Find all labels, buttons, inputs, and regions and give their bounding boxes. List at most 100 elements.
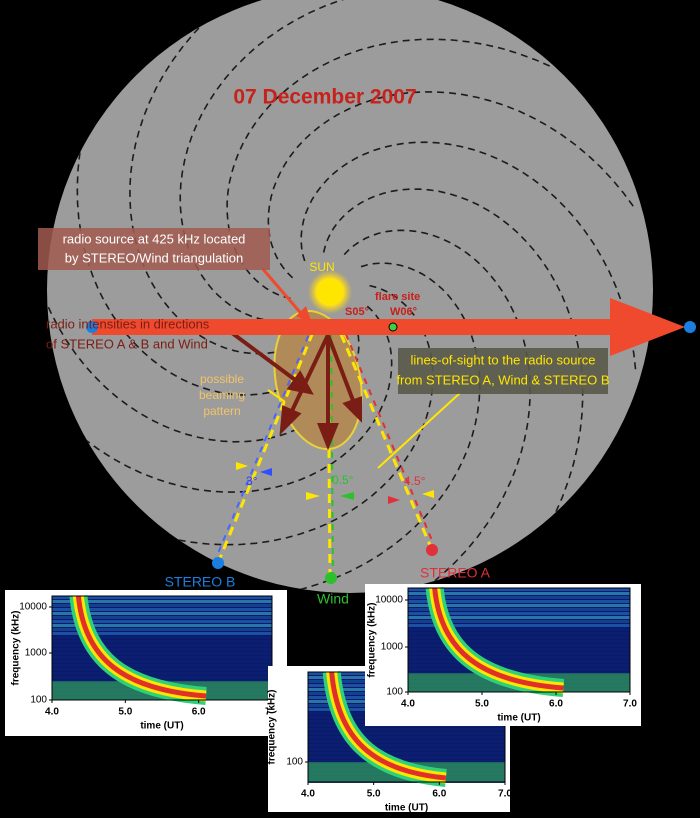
x-tick-label: 6.0 xyxy=(192,707,206,718)
spectrogram-row xyxy=(52,664,272,667)
spectrogram-row xyxy=(408,604,630,607)
spectrogram-row xyxy=(408,588,630,591)
y-tick-label: 10000 xyxy=(19,602,47,613)
x-tick-label: 4.0 xyxy=(45,707,59,718)
spectrogram-row xyxy=(408,600,630,603)
spectrogram-row xyxy=(308,744,505,747)
angle-label: 3° xyxy=(246,474,258,488)
spectrogram-row xyxy=(52,656,272,659)
y-axis-label: frequency (kHz) xyxy=(267,689,278,764)
spectrogram-row xyxy=(52,644,272,647)
spectrogram-row xyxy=(408,656,630,659)
spacecraft-label: STEREO B xyxy=(165,574,236,590)
spectrogram-row xyxy=(308,752,505,755)
annotation: by STEREO/Wind triangulation xyxy=(65,250,243,265)
spectrogram-row xyxy=(52,604,272,607)
spiral-field-line xyxy=(322,188,584,515)
y-tick-label: 10000 xyxy=(375,595,403,606)
spiral-field-line xyxy=(107,284,434,546)
spiral-field-line xyxy=(179,0,410,322)
spectrogram-row xyxy=(308,732,505,735)
x-tick-label: 5.0 xyxy=(118,707,132,718)
spectrogram-row xyxy=(52,648,272,651)
spiral-field-line xyxy=(129,0,317,355)
direction-arrow-head xyxy=(610,298,685,356)
spectrogram-row xyxy=(408,644,630,647)
los-stereo-a-inner xyxy=(339,319,437,551)
spectrogram-row xyxy=(408,660,630,663)
x-tick-label: 7.0 xyxy=(623,699,637,710)
y-axis-label: frequency (kHz) xyxy=(11,610,22,685)
x-tick-label: 5.0 xyxy=(475,699,489,710)
spectrogram-row xyxy=(52,640,272,643)
plot-frame xyxy=(51,595,273,701)
flare-lon: W06° xyxy=(390,306,417,318)
y-tick-label: 100 xyxy=(30,695,47,706)
annotation: beaming xyxy=(199,388,245,402)
sun-label: SUN xyxy=(309,260,334,274)
spiral-field-line xyxy=(343,229,531,593)
x-tick-label: 4.0 xyxy=(401,699,415,710)
annotation: from STEREO A, Wind & STEREO B xyxy=(396,372,609,387)
burst xyxy=(329,671,447,781)
spiral-field-line xyxy=(300,141,637,372)
endpoint xyxy=(684,321,696,333)
spectrogram-row xyxy=(52,668,272,671)
flare-lat: S05° xyxy=(345,306,369,318)
spacecraft-label: Wind xyxy=(317,591,349,607)
angle-markers xyxy=(236,462,434,504)
y-axis-label: frequency (kHz) xyxy=(367,602,378,677)
x-tick-label: 6.0 xyxy=(432,789,446,800)
spectrogram-row xyxy=(52,672,272,675)
annotation: possible xyxy=(200,372,244,386)
los-stereo-b-inner xyxy=(213,321,315,564)
spectrogram-row xyxy=(308,740,505,743)
annotation: radio source at 425 kHz located xyxy=(63,231,246,246)
spectrogram-row xyxy=(52,632,272,635)
x-tick-label: 6.0 xyxy=(549,699,563,710)
spacecraft-label: STEREO A xyxy=(420,565,491,581)
title: 07 December 2007 xyxy=(233,86,416,109)
spectrogram-row xyxy=(52,616,272,619)
spectrogram-row xyxy=(52,676,272,679)
spectrogram-row xyxy=(408,668,630,671)
y-tick-label: 1000 xyxy=(25,648,48,659)
x-tick-label: 7.0 xyxy=(498,789,512,800)
intensity-arrows xyxy=(226,328,362,451)
x-tick-label: 4.0 xyxy=(301,789,315,800)
spectrogram-row xyxy=(408,596,630,599)
angle-label: 0.5° xyxy=(332,473,354,487)
direction-arrow-shaft xyxy=(92,319,617,335)
spectrogram-row xyxy=(408,624,630,627)
spectrogram-row xyxy=(408,652,630,655)
annotation: lines-of-sight to the radio source xyxy=(411,352,596,367)
spectrogram-row xyxy=(308,728,505,731)
annotation: of STEREO A & B and Wind xyxy=(46,336,208,351)
x-axis-label: time (UT) xyxy=(140,721,183,732)
pointer xyxy=(260,267,307,319)
spacecraft-marker xyxy=(212,557,224,569)
spectrogram-row xyxy=(308,748,505,751)
spectrogram-row xyxy=(408,592,630,595)
los-stereo-b xyxy=(216,319,320,564)
spectrogram-row xyxy=(408,608,630,611)
burst xyxy=(432,587,564,691)
spectrogram-row xyxy=(52,600,272,603)
los-stereo-a xyxy=(333,319,434,551)
x-tick-label: 5.0 xyxy=(367,789,381,800)
angle-label: 4.5° xyxy=(404,474,426,488)
spectrogram-row xyxy=(408,628,630,631)
spectrogram-row xyxy=(408,632,630,635)
spectrogram-row xyxy=(408,612,630,615)
spectrogram-row xyxy=(52,596,272,599)
annotation: pattern xyxy=(203,404,240,418)
sun xyxy=(317,279,343,305)
pointer-head xyxy=(296,306,312,324)
annotation-box xyxy=(38,228,270,270)
spectrogram-row xyxy=(308,736,505,739)
flare-label: flare site xyxy=(375,291,420,303)
annotation: radio intensities in directions xyxy=(46,316,210,331)
endpoint xyxy=(86,321,98,333)
